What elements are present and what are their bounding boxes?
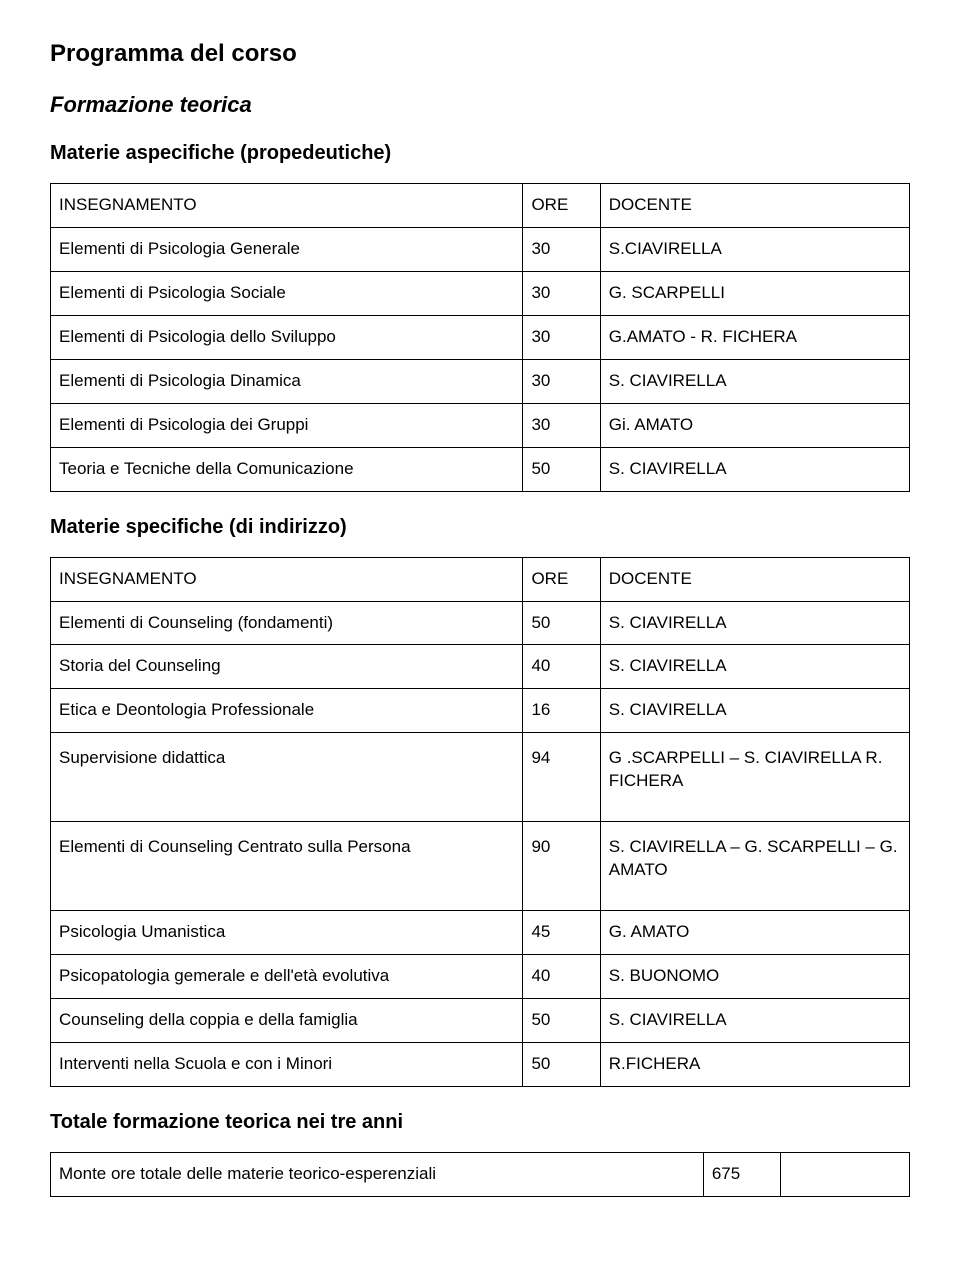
table-totale: Monte ore totale delle materie teorico-e… bbox=[50, 1152, 910, 1197]
table-cell: S. CIAVIRELLA bbox=[600, 689, 909, 733]
table-cell: 30 bbox=[523, 403, 600, 447]
table-cell: Interventi nella Scuola e con i Minori bbox=[51, 1042, 523, 1086]
section-formazione-teorica: Formazione teorica bbox=[50, 92, 910, 118]
table-cell: 94 bbox=[523, 733, 600, 822]
table-row: Elementi di Psicologia dei Gruppi30Gi. A… bbox=[51, 403, 910, 447]
table-cell: Psicologia Umanistica bbox=[51, 911, 523, 955]
col-docente: DOCENTE bbox=[600, 557, 909, 601]
subsection-totale-formazione: Totale formazione teorica nei tre anni bbox=[50, 1111, 910, 1134]
table-row: Teoria e Tecniche della Comunicazione50S… bbox=[51, 447, 910, 491]
table-row: Elementi di Psicologia Dinamica30S. CIAV… bbox=[51, 359, 910, 403]
table-row: Elementi di Psicologia Generale30S.CIAVI… bbox=[51, 227, 910, 271]
table-row: Interventi nella Scuola e con i Minori50… bbox=[51, 1042, 910, 1086]
table-cell: Psicopatologia gemerale e dell'età evolu… bbox=[51, 955, 523, 999]
table-cell: Teoria e Tecniche della Comunicazione bbox=[51, 447, 523, 491]
table-cell: Etica e Deontologia Professionale bbox=[51, 689, 523, 733]
table-cell: 50 bbox=[523, 447, 600, 491]
table-cell: Supervisione didattica bbox=[51, 733, 523, 822]
table-cell: Elementi di Counseling Centrato sulla Pe… bbox=[51, 822, 523, 911]
table-row: Counseling della coppia e della famiglia… bbox=[51, 998, 910, 1042]
table-cell: S. CIAVIRELLA – G. SCARPELLI – G. AMATO bbox=[600, 822, 909, 911]
table-cell: G .SCARPELLI – S. CIAVIRELLA R. FICHERA bbox=[600, 733, 909, 822]
table-cell: S. BUONOMO bbox=[600, 955, 909, 999]
table-cell: Counseling della coppia e della famiglia bbox=[51, 998, 523, 1042]
table-cell: 30 bbox=[523, 315, 600, 359]
table-cell: G. SCARPELLI bbox=[600, 271, 909, 315]
table-cell: Storia del Counseling bbox=[51, 645, 523, 689]
table-cell: 90 bbox=[523, 822, 600, 911]
table-row: Elementi di Psicologia dello Sviluppo30G… bbox=[51, 315, 910, 359]
table-row: Elementi di Counseling Centrato sulla Pe… bbox=[51, 822, 910, 911]
table-cell: 50 bbox=[523, 1042, 600, 1086]
table-cell: 45 bbox=[523, 911, 600, 955]
table-cell: Elementi di Psicologia Dinamica bbox=[51, 359, 523, 403]
table-cell: S. CIAVIRELLA bbox=[600, 998, 909, 1042]
table-cell: S. CIAVIRELLA bbox=[600, 447, 909, 491]
table-cell: G.AMATO - R. FICHERA bbox=[600, 315, 909, 359]
table-cell: 16 bbox=[523, 689, 600, 733]
table-cell: 50 bbox=[523, 998, 600, 1042]
table-header-row: INSEGNAMENTO ORE DOCENTE bbox=[51, 557, 910, 601]
table-cell: Elementi di Psicologia Generale bbox=[51, 227, 523, 271]
table-row: Storia del Counseling40 S. CIAVIRELLA bbox=[51, 645, 910, 689]
table-cell: Monte ore totale delle materie teorico-e… bbox=[51, 1152, 704, 1196]
col-ore: ORE bbox=[523, 557, 600, 601]
col-insegnamento: INSEGNAMENTO bbox=[51, 557, 523, 601]
table-cell bbox=[781, 1152, 910, 1196]
table-cell: S. CIAVIRELLA bbox=[600, 645, 909, 689]
table-cell: 50 bbox=[523, 601, 600, 645]
table-row: Psicologia Umanistica45G. AMATO bbox=[51, 911, 910, 955]
table-row: Elementi di Counseling (fondamenti)50S. … bbox=[51, 601, 910, 645]
subsection-materie-aspecifiche: Materie aspecifiche (propedeutiche) bbox=[50, 142, 910, 165]
table-cell: Elementi di Counseling (fondamenti) bbox=[51, 601, 523, 645]
table-cell: Elementi di Psicologia dei Gruppi bbox=[51, 403, 523, 447]
table-row: Etica e Deontologia Professionale16S. CI… bbox=[51, 689, 910, 733]
table-cell: Elementi di Psicologia Sociale bbox=[51, 271, 523, 315]
table-cell: S.CIAVIRELLA bbox=[600, 227, 909, 271]
table-cell: 40 bbox=[523, 645, 600, 689]
table-row: Monte ore totale delle materie teorico-e… bbox=[51, 1152, 910, 1196]
table-row: Supervisione didattica94G .SCARPELLI – S… bbox=[51, 733, 910, 822]
table-header-row: INSEGNAMENTO ORE DOCENTE bbox=[51, 184, 910, 228]
table-row: Elementi di Psicologia Sociale30G. SCARP… bbox=[51, 271, 910, 315]
table-cell: R.FICHERA bbox=[600, 1042, 909, 1086]
table-cell: 675 bbox=[703, 1152, 780, 1196]
table-cell: S. CIAVIRELLA bbox=[600, 359, 909, 403]
subsection-materie-specifiche: Materie specifiche (di indirizzo) bbox=[50, 516, 910, 539]
table-cell: Gi. AMATO bbox=[600, 403, 909, 447]
page-title: Programma del corso bbox=[50, 40, 910, 68]
table-cell: 40 bbox=[523, 955, 600, 999]
col-insegnamento: INSEGNAMENTO bbox=[51, 184, 523, 228]
table-row: Psicopatologia gemerale e dell'età evolu… bbox=[51, 955, 910, 999]
table-cell: Elementi di Psicologia dello Sviluppo bbox=[51, 315, 523, 359]
table-materie-specifiche: INSEGNAMENTO ORE DOCENTE Elementi di Cou… bbox=[50, 557, 910, 1087]
table-materie-aspecifiche: INSEGNAMENTO ORE DOCENTE Elementi di Psi… bbox=[50, 183, 910, 492]
table-cell: G. AMATO bbox=[600, 911, 909, 955]
table-cell: 30 bbox=[523, 359, 600, 403]
table-cell: S. CIAVIRELLA bbox=[600, 601, 909, 645]
table-cell: 30 bbox=[523, 227, 600, 271]
col-ore: ORE bbox=[523, 184, 600, 228]
table-cell: 30 bbox=[523, 271, 600, 315]
col-docente: DOCENTE bbox=[600, 184, 909, 228]
